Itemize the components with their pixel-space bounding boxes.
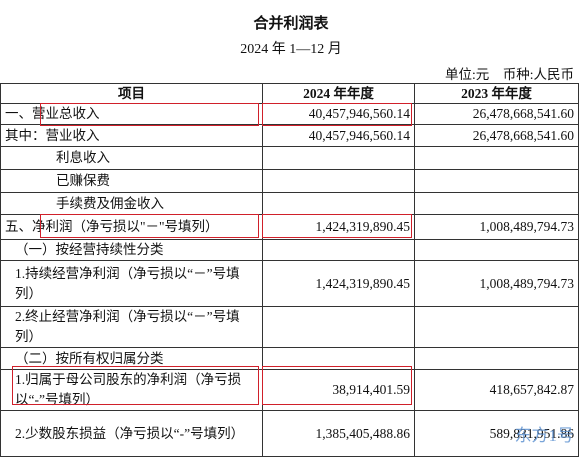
value: 40,457,946,560.14 xyxy=(262,124,415,147)
highlight-box xyxy=(40,103,259,126)
watermark: 东方1号 xyxy=(514,426,575,445)
row: 手续费及佣金收入 xyxy=(0,192,579,215)
row: 2.终止经营净利润（净亏损以“－”号填列） xyxy=(0,306,579,348)
row: 2.少数股东损益（净亏损以“-”号填列） 1,385,405,488.86 589,… xyxy=(0,410,579,457)
item: 手续费及佣金收入 xyxy=(0,192,263,215)
item: 已赚保费 xyxy=(0,169,263,193)
row: 一、营业总收入 40,457,946,560.14 26,478,668,541.6… xyxy=(0,103,579,125)
item: 其中：营业收入 xyxy=(0,124,263,147)
highlight-box xyxy=(262,103,412,126)
value: 1,424,319,890.45 xyxy=(262,260,415,307)
unit: 单位:元 币种:人民币 xyxy=(444,67,574,82)
item: 1.持续经营净利润（净亏损以“－”号填列） xyxy=(0,260,263,307)
row: （二）按所有权归属分类 xyxy=(0,347,579,370)
row: 1.持续经营净利润（净亏损以“－”号填列） 1,424,319,890.45 1,0… xyxy=(0,260,579,307)
item: （二）按所有权归属分类 xyxy=(0,347,263,370)
value: 26,478,668,541.60 xyxy=(414,124,579,147)
row: 已赚保费 xyxy=(0,169,579,193)
value: 1,008,489,794.73 xyxy=(414,214,579,240)
header-row: 项目 2024 年年度 2023 年年度 xyxy=(0,83,579,104)
highlight-box xyxy=(40,214,259,238)
header-cell: 2024 年年度 xyxy=(262,83,415,104)
item: 利息收入 xyxy=(0,146,263,170)
row: （一）按经营持续性分类 xyxy=(0,239,579,261)
value: 418,657,842.87 xyxy=(414,369,579,411)
header-cell: 项目 xyxy=(0,83,263,104)
value: 26,478,668,541.60 xyxy=(414,103,579,125)
header-cell: 2023 年年度 xyxy=(414,83,579,104)
value: 40,457,946,560.14 xyxy=(262,103,415,125)
subtitle: 2024 年 1—12 月 xyxy=(240,42,342,57)
value: 1,008,489,794.73 xyxy=(414,260,579,307)
item: （一）按经营持续性分类 xyxy=(0,239,263,261)
highlight-box xyxy=(262,214,412,238)
row: 利息收入 xyxy=(0,146,579,170)
highlight-box xyxy=(262,366,412,405)
item: 2.终止经营净利润（净亏损以“－”号填列） xyxy=(0,306,263,348)
title: 合并利润表 xyxy=(253,16,329,32)
highlight-box xyxy=(12,366,259,405)
value: 1,385,405,488.86 xyxy=(262,410,415,457)
row: 其中：营业收入 40,457,946,560.14 26,478,668,541.6… xyxy=(0,124,579,147)
item: 2.少数股东损益（净亏损以“-”号填列） xyxy=(0,410,263,457)
